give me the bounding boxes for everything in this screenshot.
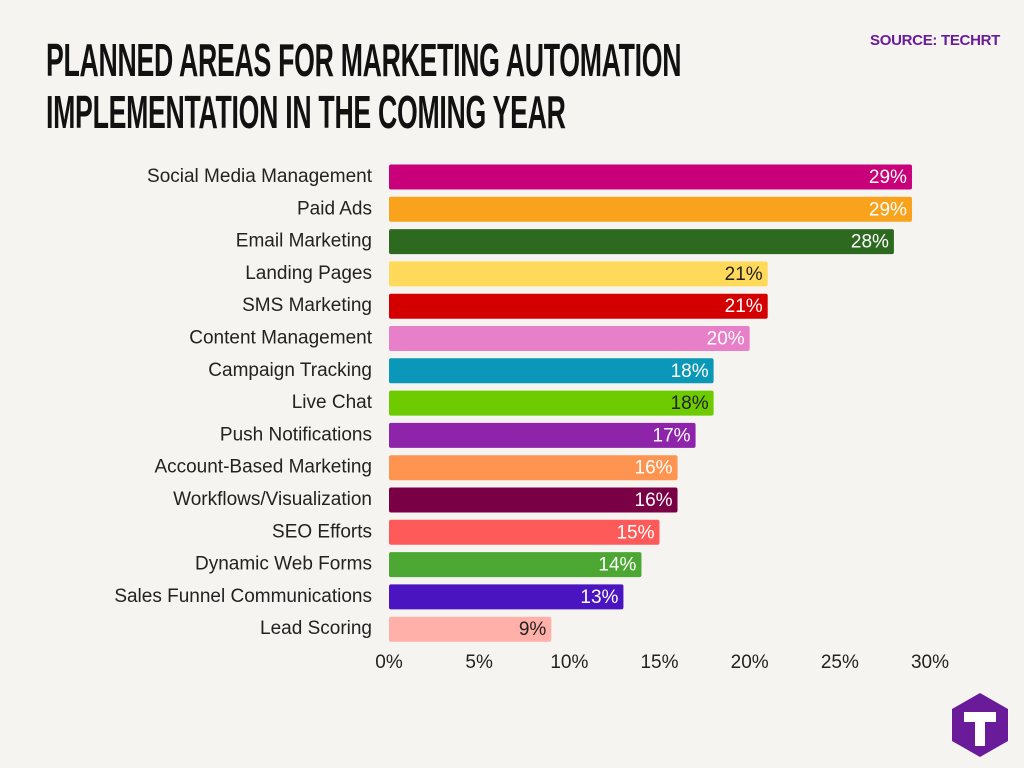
logo: [952, 693, 1008, 757]
value-label: 21%: [725, 264, 763, 285]
bar: [389, 519, 660, 545]
value-label: 29%: [869, 167, 907, 188]
value-label: 18%: [671, 361, 709, 382]
x-tick-label: 15%: [640, 652, 678, 673]
value-label: 9%: [519, 619, 547, 640]
bar: [389, 293, 768, 319]
y-tick-label: Workflows/Visualization: [173, 489, 372, 510]
value-label: 16%: [635, 458, 673, 479]
bar: [389, 487, 678, 513]
y-tick-label: Social Media Management: [147, 166, 373, 187]
bar: [389, 390, 714, 416]
y-tick-label: Email Marketing: [236, 231, 372, 252]
y-tick-label: Campaign Tracking: [208, 360, 372, 381]
y-tick-label: SMS Marketing: [242, 295, 372, 316]
x-tick-label: 25%: [821, 652, 859, 673]
x-tick-label: 10%: [550, 652, 588, 673]
bar: [389, 326, 750, 351]
x-tick-label: 30%: [911, 652, 949, 673]
value-label: 21%: [725, 296, 763, 317]
y-tick-label: Dynamic Web Forms: [195, 554, 372, 575]
value-label: 29%: [869, 199, 907, 220]
bar: [389, 584, 624, 610]
bar: [389, 196, 912, 222]
bar: [389, 552, 642, 578]
y-tick-label: Push Notifications: [220, 424, 372, 445]
bar: [389, 358, 714, 384]
value-label: 16%: [635, 490, 673, 511]
bar: [389, 455, 678, 481]
bar: [389, 164, 912, 190]
y-tick-label: Live Chat: [292, 392, 373, 413]
chart-title: PLANNED AREAS FOR MARKETING AUTOMATION I…: [46, 34, 682, 138]
y-tick-label: Paid Ads: [297, 198, 372, 219]
value-label: 14%: [598, 555, 636, 576]
value-label: 17%: [653, 425, 691, 446]
source: SOURCE: TECHRT: [870, 32, 1000, 49]
y-tick-label: Lead Scoring: [260, 618, 372, 639]
bar: [389, 261, 768, 287]
bar: [389, 229, 894, 255]
x-tick-label: 5%: [465, 652, 493, 673]
y-tick-label: Content Management: [189, 328, 372, 349]
y-tick-label: Landing Pages: [245, 263, 372, 284]
x-tick-label: 20%: [731, 652, 769, 673]
value-label: 15%: [616, 522, 654, 543]
value-label: 20%: [707, 329, 745, 350]
y-tick-label: Sales Funnel Communications: [114, 586, 372, 607]
bar: [389, 616, 552, 642]
value-label: 18%: [671, 393, 709, 414]
y-tick-label: SEO Efforts: [272, 521, 372, 542]
value-label: 28%: [851, 232, 889, 253]
y-tick-label: Account-Based Marketing: [154, 457, 372, 478]
bar: [389, 422, 696, 448]
value-label: 13%: [580, 587, 618, 608]
x-tick-label: 0%: [375, 652, 403, 673]
